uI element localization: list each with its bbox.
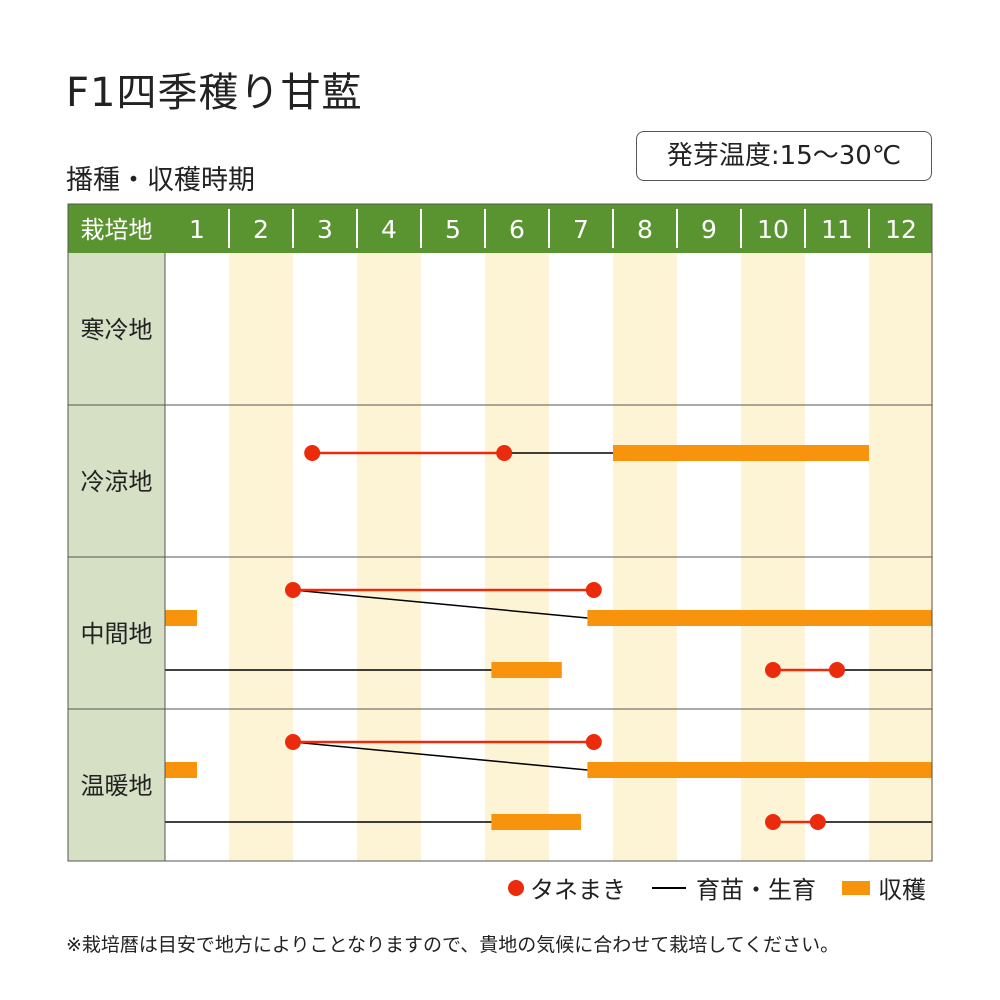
- footnote: ※栽培暦は目安で地方によりことなりますので、貴地の気候に合わせて栽培してください…: [66, 934, 840, 956]
- region-label: 寒冷地: [81, 316, 153, 344]
- month-tick-label: 10: [757, 215, 789, 244]
- month-tick-label: 8: [637, 215, 653, 244]
- header-bar: [68, 204, 932, 253]
- harvest-bar: [491, 814, 581, 830]
- month-tick-label: 12: [885, 215, 917, 244]
- legend-harvest: 収穫: [842, 870, 926, 905]
- germination-temp-badge: 発芽温度:15〜30℃: [636, 131, 932, 181]
- harvest-bar: [587, 762, 932, 778]
- month-tick-label: 4: [381, 215, 397, 244]
- growing-line: [292, 741, 588, 771]
- sowing-point: [809, 814, 826, 830]
- month-tick-label: 11: [821, 215, 853, 244]
- sowing-point: [496, 445, 513, 461]
- sowing-point: [765, 814, 781, 830]
- month-tick-label: 5: [445, 215, 461, 244]
- header-label: 栽培地: [81, 216, 153, 244]
- month-tick-label: 1: [189, 215, 205, 244]
- harvest-bar: [165, 762, 197, 778]
- month-tick-label: 9: [701, 215, 717, 244]
- legend-growing: 育苗・生育: [652, 870, 816, 905]
- legend: タネまき 育苗・生育 収穫: [508, 870, 926, 905]
- legend-sowing-label: タネまき: [530, 876, 626, 904]
- region-label: 中間地: [81, 620, 153, 648]
- harvest-bar-icon: [842, 880, 870, 895]
- page-title: F1四季穫り甘藍: [66, 70, 363, 116]
- month-tick-label: 7: [573, 215, 589, 244]
- harvest-bar: [587, 610, 932, 626]
- sowing-point: [285, 582, 301, 598]
- sowing-point: [285, 734, 301, 750]
- legend-growing-label: 育苗・生育: [696, 876, 816, 904]
- chart-subtitle: 播種・収穫時期: [66, 165, 255, 196]
- sowing-point: [585, 582, 602, 598]
- sowing-point: [765, 662, 781, 678]
- sowing-point: [585, 734, 602, 750]
- region-label: 冷涼地: [81, 468, 153, 496]
- legend-harvest-label: 収穫: [878, 876, 926, 904]
- month-tick-label: 3: [317, 215, 333, 244]
- harvest-bar: [165, 610, 197, 626]
- month-tick-label: 6: [509, 215, 525, 244]
- chart-border: [67, 203, 933, 862]
- harvest-bar: [491, 662, 562, 678]
- sowing-point: [829, 662, 845, 678]
- growing-line-icon: [652, 886, 686, 889]
- sowing-point: [304, 445, 321, 461]
- region-label: 温暖地: [81, 772, 153, 800]
- month-tick-label: 2: [253, 215, 269, 244]
- growing-line: [292, 589, 588, 619]
- legend-sowing: タネまき: [508, 870, 626, 905]
- harvest-bar: [613, 445, 869, 461]
- sowing-dot-icon: [508, 879, 524, 896]
